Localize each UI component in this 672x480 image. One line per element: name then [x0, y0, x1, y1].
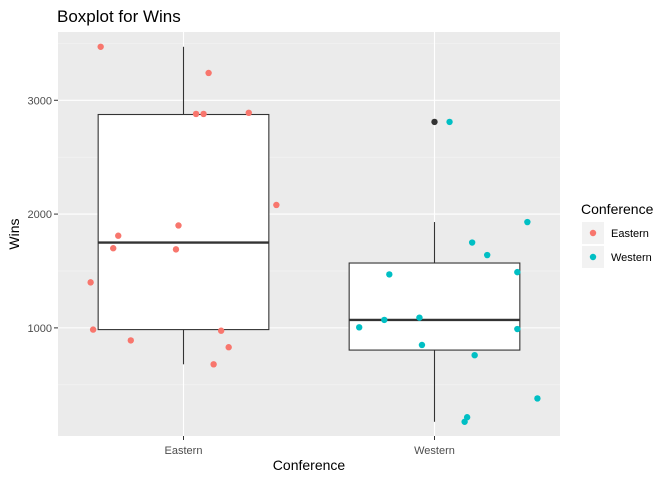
point-eastern — [110, 245, 117, 252]
point-eastern — [172, 246, 180, 253]
outlier-point — [431, 118, 438, 126]
box-eastern — [97, 46, 270, 365]
x-tick-label: Eastern — [165, 445, 203, 457]
point-western — [416, 314, 423, 321]
y-axis: 1000 2000 3000 — [28, 95, 58, 335]
chart-title: Boxplot for Wins — [57, 7, 181, 26]
point-western — [356, 324, 363, 331]
point-eastern — [192, 110, 200, 118]
point-western — [534, 395, 541, 402]
point-eastern — [210, 361, 217, 368]
point-western — [484, 251, 491, 259]
legend: Conference Eastern Western — [581, 201, 654, 268]
x-axis-title: Conference — [273, 457, 346, 473]
legend-marker-western — [589, 253, 597, 261]
legend-label-eastern: Eastern — [611, 228, 649, 240]
point-eastern — [205, 69, 212, 77]
point-western — [524, 218, 531, 226]
point-eastern — [217, 327, 225, 334]
legend-title: Conference — [581, 201, 654, 217]
x-tick-label: Western — [414, 445, 455, 457]
y-axis-title: Wins — [6, 218, 22, 249]
point-eastern — [200, 110, 207, 118]
box-iqr — [348, 262, 521, 351]
box-western — [348, 118, 521, 422]
legend-label-western: Western — [611, 252, 652, 264]
point-eastern — [89, 326, 97, 333]
point-western — [446, 118, 453, 126]
point-eastern — [115, 232, 122, 239]
point-eastern — [225, 344, 232, 351]
point-eastern — [273, 201, 280, 209]
point-western — [461, 418, 468, 425]
point-western — [514, 325, 521, 333]
point-western — [471, 352, 478, 359]
point-eastern — [127, 337, 134, 344]
boxes-layer — [97, 46, 521, 422]
point-western — [468, 239, 476, 246]
point-western — [386, 271, 393, 278]
point-western — [514, 268, 521, 276]
point-eastern — [87, 279, 94, 286]
legend-marker-eastern — [589, 229, 597, 237]
y-tick-label: 3000 — [28, 95, 52, 107]
point-western — [381, 316, 388, 324]
box-iqr — [97, 113, 270, 331]
x-axis: Eastern Western — [165, 436, 455, 457]
point-western — [418, 341, 426, 349]
y-tick-label: 1000 — [28, 323, 52, 335]
point-eastern — [175, 222, 182, 229]
point-eastern — [245, 109, 252, 117]
y-tick-label: 2000 — [28, 209, 52, 221]
points-layer — [87, 43, 541, 425]
point-eastern — [97, 43, 104, 50]
